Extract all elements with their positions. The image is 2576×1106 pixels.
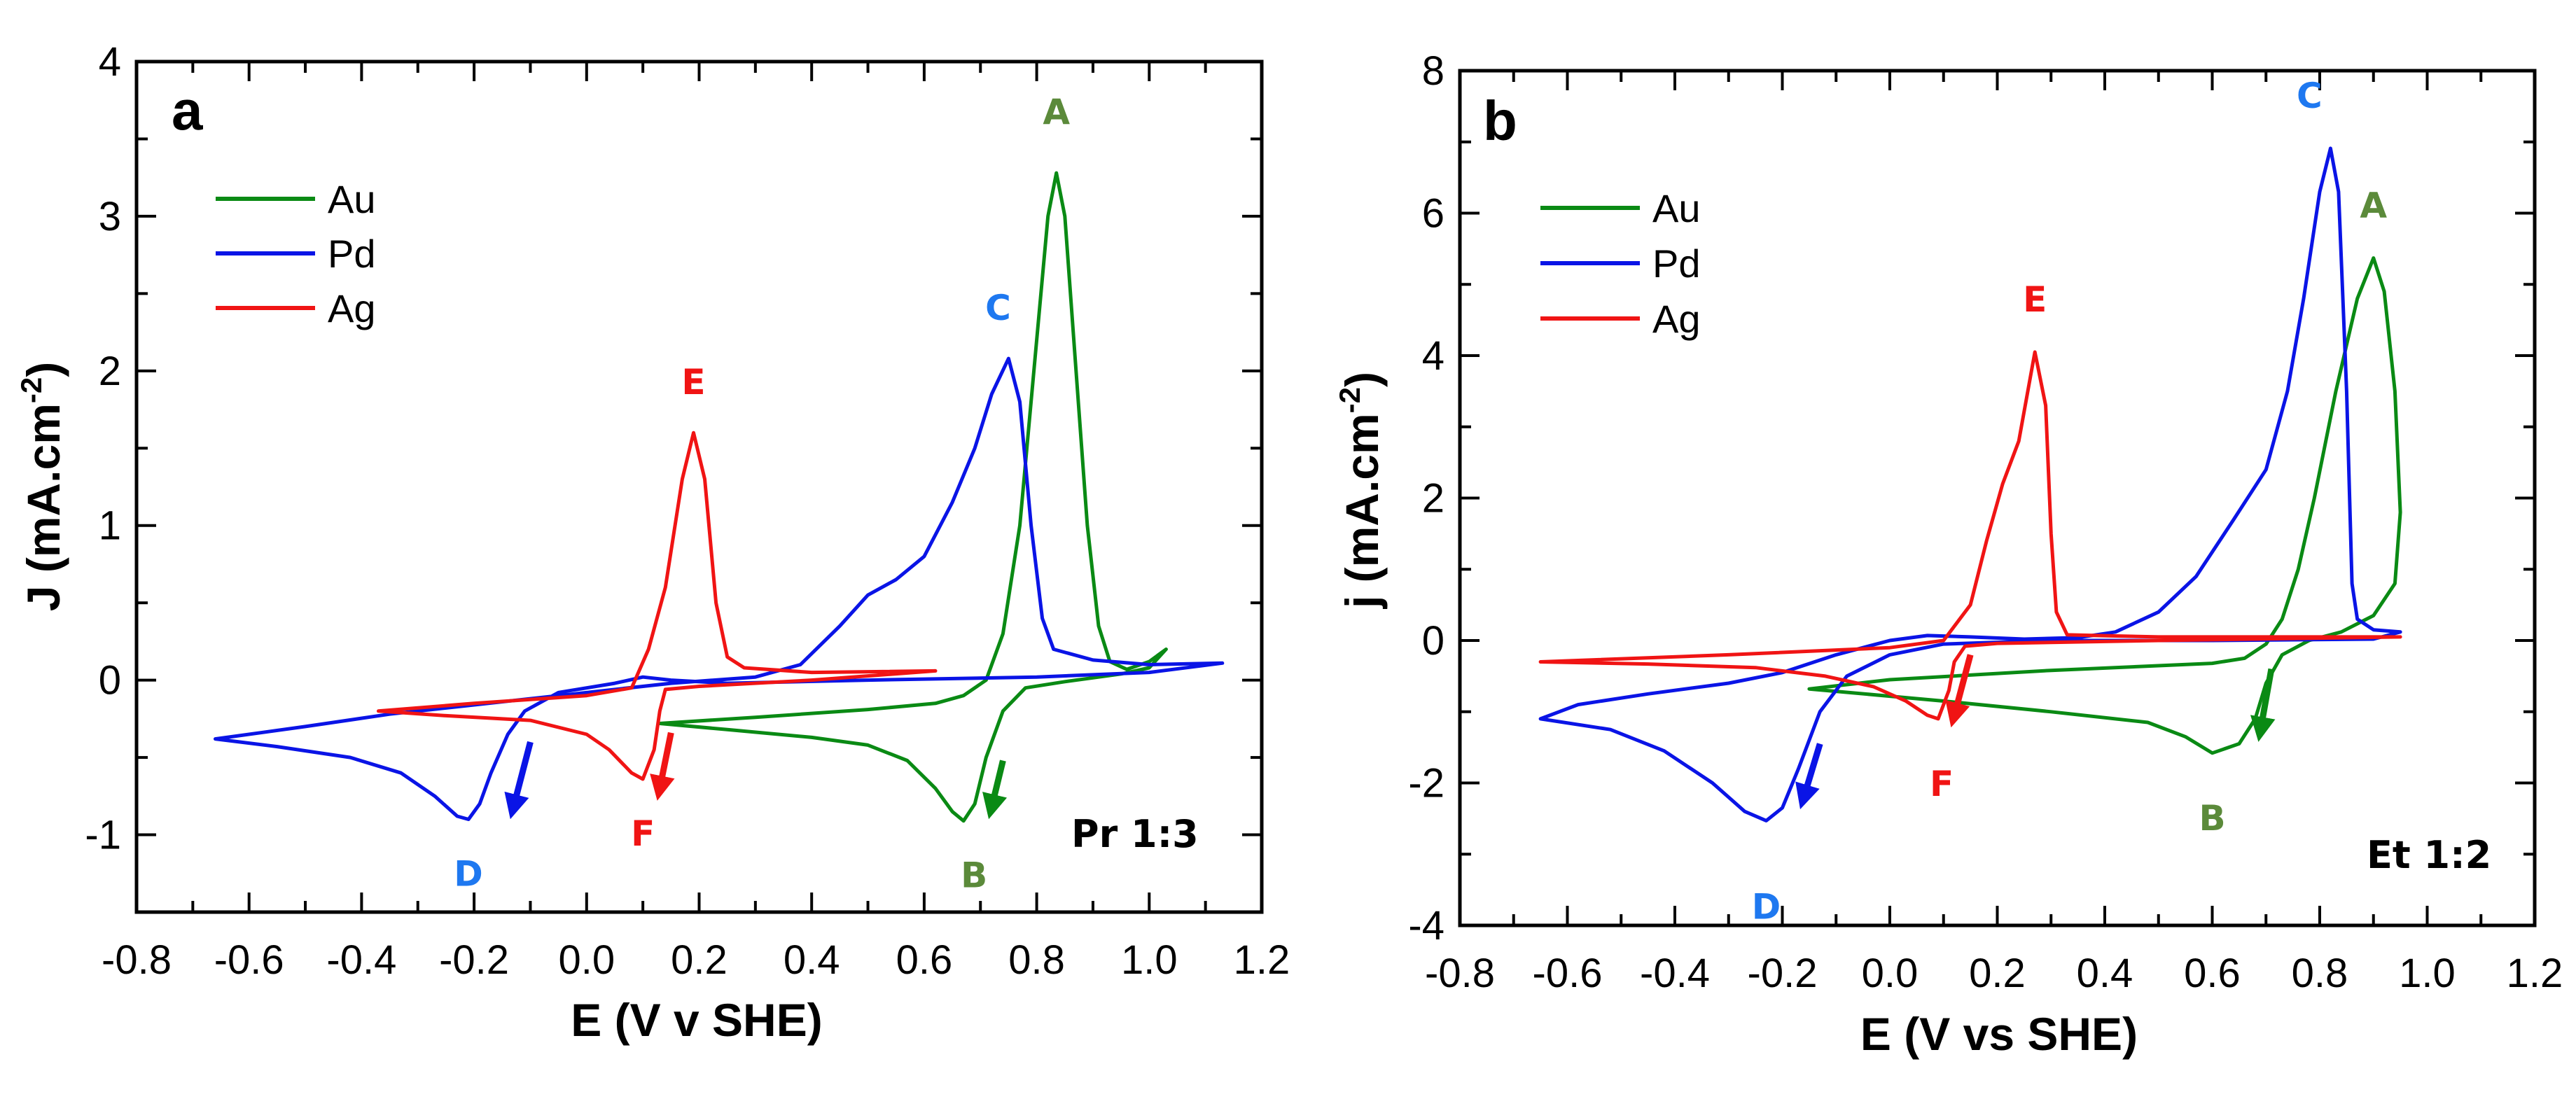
x-tick-label: -0.6: [214, 937, 284, 983]
y-tick-label: 2: [99, 349, 121, 394]
plot-area-a: -0.8 -0.6 -0.4 -0.2 0.0 0.2 0.4 0.6 0.8 1.0 1.2 -1 0…: [85, 39, 1290, 983]
x-tick-label: 1.2: [2507, 951, 2563, 996]
x-tick-label: -0.4: [326, 937, 396, 983]
peak-label-c: C: [985, 288, 1011, 328]
y-axis-title-a: J (mA.cm-2): [15, 362, 69, 611]
y-axis-title-main-a: J (mA.cm: [18, 403, 69, 611]
x-tick-label: 1.0: [1121, 937, 1178, 983]
x-tick-label: 0.2: [1969, 951, 2026, 996]
x-tick-label: 1.2: [1234, 937, 1290, 983]
x-tick-label: 0.0: [558, 937, 615, 983]
panel-a: -0.8 -0.6 -0.4 -0.2 0.0 0.2 0.4 0.6 0.8 1.0 1.2 -1 0…: [15, 39, 1290, 1046]
x-tick-label: -0.4: [1640, 951, 1710, 996]
x-tick-label: 0.6: [2184, 951, 2241, 996]
legend-b: Au Pd Ag: [1540, 186, 1701, 341]
y-tick-label: 1: [99, 503, 121, 549]
y-tick-label: 6: [1422, 191, 1444, 237]
panel-b: -0.8 -0.6 -0.4 -0.2 0.0 0.2 0.4 0.6 0.8 1.0 1.2 -4 -…: [1333, 48, 2563, 1060]
scan-direction-arrow-au: [982, 760, 1008, 820]
x-tick-label: 1.0: [2399, 951, 2456, 996]
y-tick-label: -1: [85, 813, 121, 858]
x-tick-label: 0.8: [1008, 937, 1065, 983]
peak-label-f: F: [1930, 764, 1954, 804]
scan-direction-arrow-pd: [1795, 743, 1823, 810]
condition-label-a: Pr 1:3: [1071, 812, 1199, 856]
y-axis-title-main-b: j (mA.cm: [1336, 413, 1388, 610]
peak-label-a: A: [2360, 186, 2387, 226]
condition-label-b: Et 1:2: [2367, 833, 2491, 877]
y-tick-label: 4: [1422, 333, 1444, 379]
series-line-ag: [377, 430, 938, 781]
peak-label-a: A: [1043, 92, 1070, 132]
y-axis-title-end-b: ): [1336, 372, 1388, 387]
y-tick-label: 0: [99, 658, 121, 704]
x-tick-label: -0.2: [439, 937, 509, 983]
scan-direction-arrow-pd: [504, 741, 534, 820]
legend-label-pd: Pd: [328, 232, 376, 276]
series-line-pd: [214, 356, 1225, 821]
y-axis-title-sup-b: -2: [1333, 387, 1366, 413]
series-line-pd: [1538, 146, 2402, 822]
x-tick-label: -0.2: [1748, 951, 1818, 996]
legend-label-ag: Ag: [1652, 297, 1701, 341]
x-tick-label: 0.0: [1862, 951, 1919, 996]
x-axis-title-a: E (V v SHE): [571, 994, 822, 1046]
x-tick-label: 0.6: [896, 937, 953, 983]
y-tick-label: 2: [1422, 476, 1444, 522]
series-line-au: [1807, 256, 2402, 755]
peak-label-d: D: [454, 853, 483, 894]
scan-direction-arrow-ag: [650, 732, 675, 801]
plot-area-b: -0.8 -0.6 -0.4 -0.2 0.0 0.2 0.4 0.6 0.8 1.0 1.2 -4 -…: [1408, 48, 2563, 996]
panel-letter-b: b: [1483, 90, 1517, 152]
panel-letter-a: a: [172, 79, 203, 141]
peak-label-e: E: [681, 362, 705, 402]
y-tick-label: 0: [1422, 618, 1444, 664]
series-line-au: [657, 171, 1168, 823]
y-axis-title-b: j (mA.cm-2): [1333, 372, 1388, 610]
plot-frame: [134, 59, 1264, 914]
y-tick-label: 3: [99, 194, 121, 239]
x-axis-title-b: E (V vs SHE): [1860, 1008, 2138, 1060]
x-tick-label: 0.4: [784, 937, 840, 983]
y-tick-label: 4: [99, 39, 121, 85]
legend-label-au: Au: [328, 177, 376, 221]
y-axis-title-sup-a: -2: [15, 377, 48, 403]
legend-label-ag: Ag: [328, 286, 376, 330]
peak-label-b: B: [961, 855, 987, 896]
peak-label-f: F: [631, 813, 655, 854]
legend-a: Au Pd Ag: [216, 177, 376, 330]
x-tick-label: 0.4: [2077, 951, 2133, 996]
scan-direction-arrow-au: [2250, 668, 2276, 742]
peak-label-b: B: [2199, 798, 2225, 839]
y-axis-title-end-a: ): [18, 362, 69, 377]
x-tick-label: 0.8: [2292, 951, 2348, 996]
peak-label-d: D: [1752, 886, 1781, 927]
peak-label-e: E: [2023, 279, 2047, 320]
y-tick-label: -2: [1408, 761, 1444, 806]
legend-label-au: Au: [1652, 186, 1701, 230]
x-tick-label: -0.8: [102, 937, 172, 983]
y-tick-label: 8: [1422, 48, 1444, 94]
scan-direction-arrow-ag: [1945, 654, 1974, 728]
x-tick-label: -0.6: [1533, 951, 1603, 996]
x-tick-label: -0.8: [1425, 951, 1495, 996]
series-line-ag: [1538, 350, 2402, 721]
y-tick-label: -4: [1408, 903, 1444, 948]
x-tick-label: 0.2: [671, 937, 727, 983]
peak-label-c: C: [2297, 76, 2323, 116]
legend-label-pd: Pd: [1652, 241, 1701, 286]
